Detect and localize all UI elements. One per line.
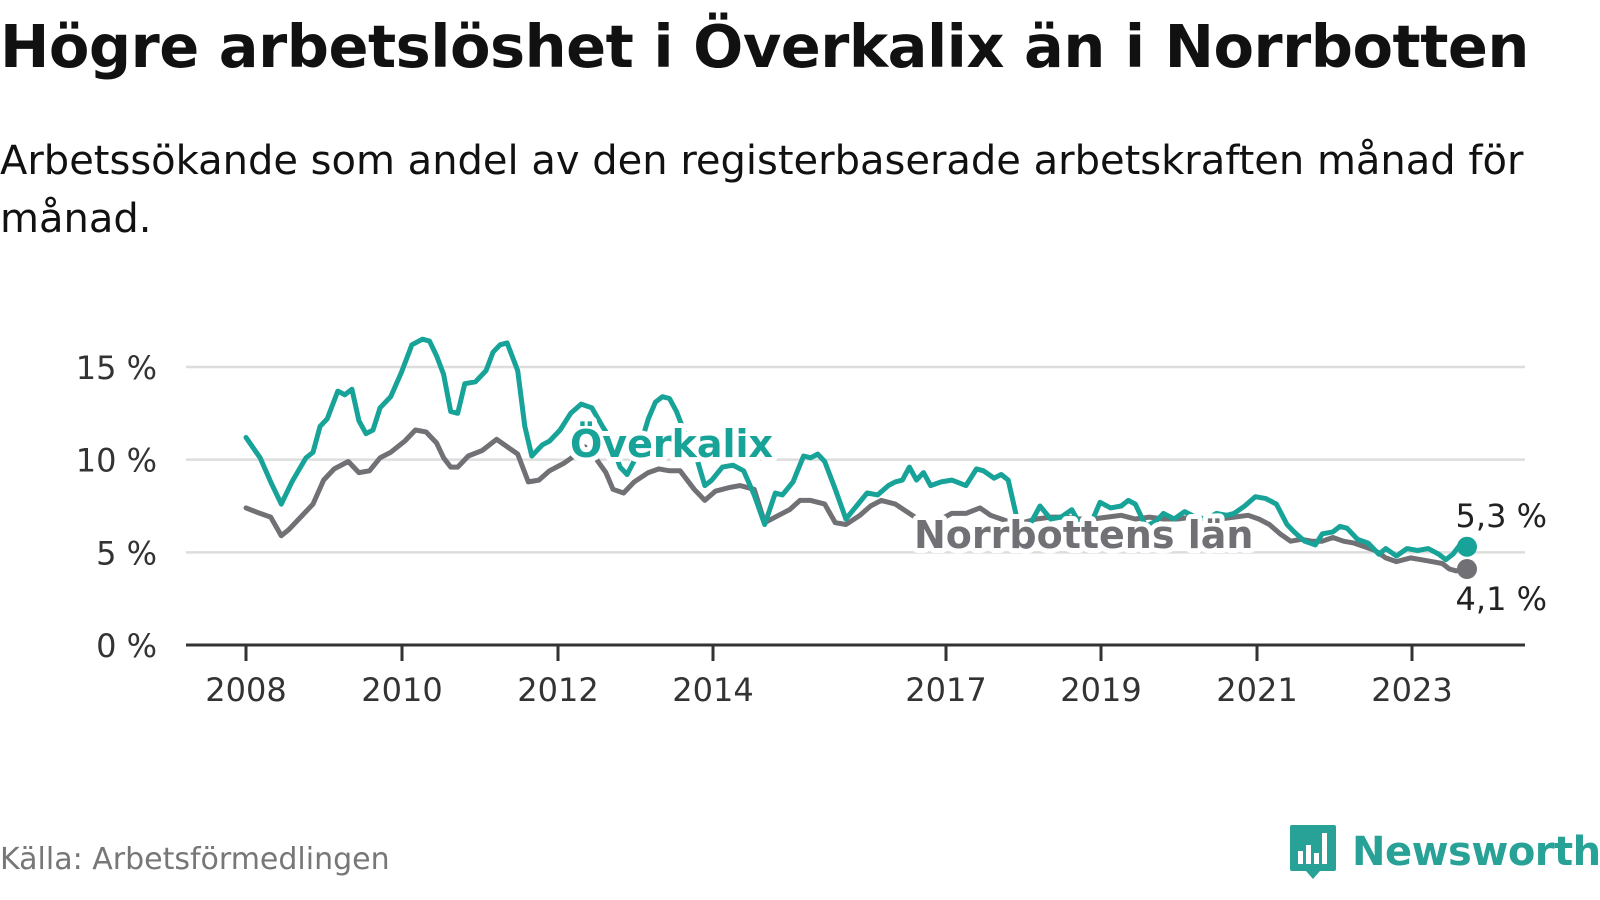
x-tick-label-2014: 2014 bbox=[672, 671, 753, 709]
x-tick-label-2023: 2023 bbox=[1371, 671, 1452, 709]
newsworthy-logo-text: Newsworthy bbox=[1352, 829, 1600, 875]
end-label-norrbotten: 4,1 % bbox=[1456, 580, 1547, 618]
series-lines bbox=[243, 336, 1477, 580]
x-tick-label-2010: 2010 bbox=[361, 671, 442, 709]
source-note: Källa: Arbetsförmedlingen bbox=[0, 842, 390, 877]
chart-title: Högre arbetslöshet i Överkalix än i Norr… bbox=[0, 12, 1529, 81]
y-axis-labels: 0 % 5 % 10 % 15 % bbox=[76, 349, 157, 665]
series-label-norrbotten: Norrbottens län bbox=[914, 513, 1253, 557]
newsworthy-logo[interactable]: Newsworthy bbox=[1288, 823, 1600, 881]
newsworthy-logo-icon bbox=[1290, 825, 1336, 879]
y-tick-label-15: 15 % bbox=[76, 349, 157, 387]
x-tick-label-2012: 2012 bbox=[517, 671, 598, 709]
end-label-overkalix: 5,3 % bbox=[1456, 497, 1547, 535]
x-tick-label-2017: 2017 bbox=[905, 671, 986, 709]
series-labels: Överkalix Norrbottens län 5,3 % 4,1 % bbox=[565, 417, 1550, 621]
series-line-overkalix bbox=[243, 336, 1470, 563]
x-tick-label-2019: 2019 bbox=[1060, 671, 1141, 709]
end-point-overkalix bbox=[1457, 536, 1477, 557]
series-label-overkalix: Överkalix bbox=[570, 422, 773, 466]
grid-lines bbox=[186, 365, 1525, 647]
y-tick-label-5: 5 % bbox=[96, 534, 157, 572]
y-tick-label-0: 0 % bbox=[96, 627, 157, 665]
end-point-norrbotten bbox=[1457, 559, 1477, 580]
y-tick-label-10: 10 % bbox=[76, 442, 157, 480]
x-axis-labels: 2008 2010 2012 2014 2017 2019 2021 2023 bbox=[205, 645, 1453, 709]
chart-subtitle: Arbetssökande som andel av den registerb… bbox=[0, 138, 1524, 242]
x-tick-label-2021: 2021 bbox=[1216, 671, 1297, 709]
series-line-norrbotten bbox=[243, 427, 1470, 574]
x-tick-label-2008: 2008 bbox=[205, 671, 286, 709]
